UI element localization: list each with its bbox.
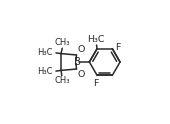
Text: CH₃: CH₃ (55, 38, 70, 47)
Text: H₃C: H₃C (38, 48, 53, 57)
Text: O: O (77, 45, 85, 54)
Text: F: F (116, 43, 121, 52)
Text: B: B (74, 57, 81, 67)
Text: H₃C: H₃C (88, 35, 105, 44)
Text: O: O (77, 70, 85, 79)
Text: H₃C: H₃C (38, 67, 53, 76)
Text: F: F (93, 79, 98, 88)
Text: CH₃: CH₃ (54, 76, 70, 85)
